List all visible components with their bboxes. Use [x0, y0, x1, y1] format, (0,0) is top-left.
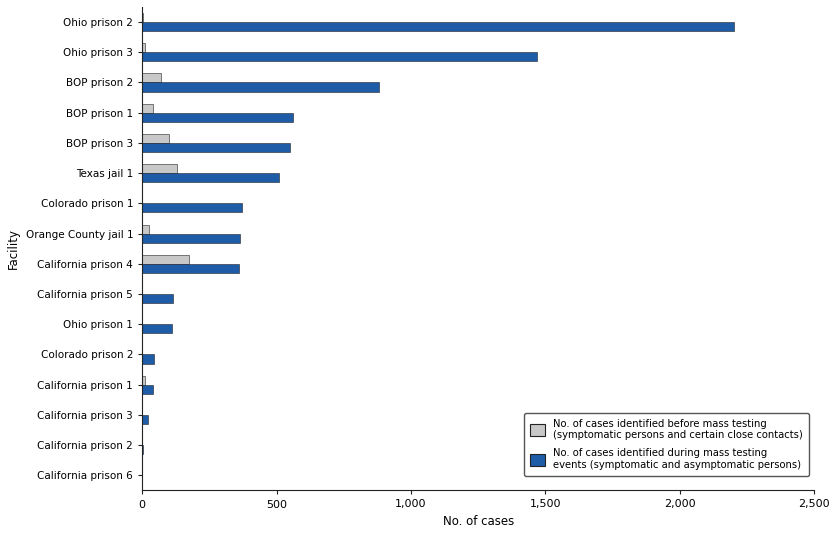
Bar — [142, 13, 143, 22]
Bar — [142, 104, 153, 113]
Bar — [142, 143, 289, 152]
Bar — [142, 173, 279, 182]
Bar — [142, 324, 171, 333]
Bar — [142, 376, 145, 385]
Bar — [142, 225, 149, 234]
Bar — [142, 355, 154, 364]
Bar — [142, 73, 161, 82]
Bar — [142, 164, 177, 173]
X-axis label: No. of cases: No. of cases — [442, 515, 513, 528]
Bar — [142, 255, 189, 264]
Bar — [142, 134, 169, 143]
Bar — [142, 385, 153, 394]
Bar — [142, 22, 732, 31]
Bar — [142, 113, 293, 122]
Bar — [142, 234, 240, 243]
Bar — [142, 82, 378, 91]
Bar — [142, 294, 173, 303]
Bar — [142, 264, 238, 273]
Bar — [142, 52, 537, 62]
Y-axis label: Facility: Facility — [7, 228, 20, 269]
Bar — [142, 415, 147, 424]
Bar — [142, 203, 242, 212]
Bar — [142, 43, 145, 52]
Legend: No. of cases identified before mass testing
(symptomatic persons and certain clo: No. of cases identified before mass test… — [524, 412, 808, 476]
